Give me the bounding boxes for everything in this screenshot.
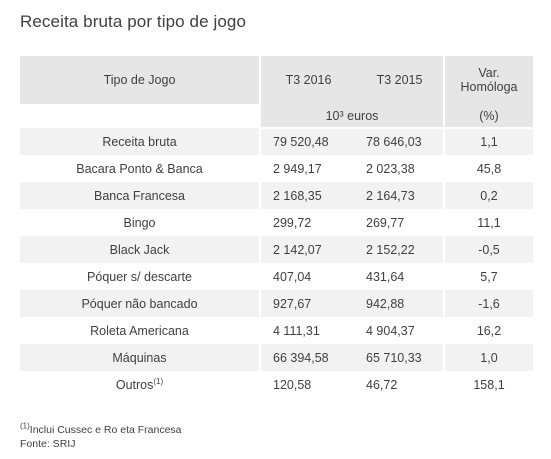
row-label: Receita bruta xyxy=(20,128,260,155)
units-row: 10³ euros (%) xyxy=(20,104,533,129)
table-row: Póquer s/ descarte 407,04 431,64 5,7 xyxy=(20,263,533,290)
cell-2015: 46,72 xyxy=(356,371,444,398)
cell-var: 158,1 xyxy=(443,371,533,398)
row-label-footnote-marker: (1) xyxy=(153,376,164,386)
row-label: Póquer s/ descarte xyxy=(20,263,260,290)
cell-var: 16,2 xyxy=(443,317,533,344)
cell-2015: 431,64 xyxy=(356,263,444,290)
row-label-text: Bingo xyxy=(123,215,156,230)
row-label: Outros(1) xyxy=(20,371,260,398)
cell-var: -1,6 xyxy=(443,290,533,317)
row-label-text: Bacara Ponto & Banca xyxy=(76,161,203,176)
row-label-text: Receita bruta xyxy=(102,134,177,149)
cell-2016: 407,04 xyxy=(259,263,356,290)
units-pct: (%) xyxy=(443,104,533,129)
row-label: Bacara Ponto & Banca xyxy=(20,155,260,182)
table-row: Banca Francesa 2 168,35 2 164,73 0,2 xyxy=(20,182,533,209)
cell-var: 1,0 xyxy=(443,344,533,371)
cell-2015: 4 904,37 xyxy=(356,317,444,344)
cell-2015: 2 164,73 xyxy=(356,182,444,209)
cell-2016: 2 142,07 xyxy=(259,236,356,263)
row-label: Póquer não bancado xyxy=(20,290,260,317)
row-label-text: Outros xyxy=(115,377,154,392)
row-label: Roleta Americana xyxy=(20,317,260,344)
table-row: Black Jack 2 142,07 2 152,22 -0,5 xyxy=(20,236,533,263)
row-label: Bingo xyxy=(20,209,260,236)
header-type: Tipo de Jogo xyxy=(103,73,176,87)
cell-2015: 269,77 xyxy=(356,209,444,236)
row-label-text: Roleta Americana xyxy=(90,323,189,338)
cell-var: -0,5 xyxy=(443,236,533,263)
cell-2016: 66 394,58 xyxy=(259,344,356,371)
cell-2016: 299,72 xyxy=(259,209,356,236)
table-row: Máquinas 66 394,58 65 710,33 1,0 xyxy=(20,344,533,371)
row-label-text: Póquer não bancado xyxy=(81,296,198,311)
cell-var: 5,7 xyxy=(443,263,533,290)
cell-2015: 2 152,22 xyxy=(356,236,444,263)
row-label-text: Black Jack xyxy=(109,242,170,257)
header-var-line1: Var. xyxy=(478,66,500,80)
cell-2015: 78 646,03 xyxy=(356,128,444,155)
table-row: Outros(1) 120,58 46,72 158,1 xyxy=(20,371,533,398)
cell-2015: 942,88 xyxy=(356,290,444,317)
header-2016: T3 2016 xyxy=(259,56,356,104)
table-row: Receita bruta 79 520,48 78 646,03 1,1 xyxy=(20,128,533,155)
row-label-text: Banca Francesa xyxy=(93,188,186,203)
table-header-row: Tipo de Jogo T3 2016 T3 2015 Var. Homólo… xyxy=(20,56,533,104)
row-label-text: Máquinas xyxy=(112,350,167,365)
table-row: Bingo 299,72 269,77 11,1 xyxy=(20,209,533,236)
table-row: Póquer não bancado 927,67 942,88 -1,6 xyxy=(20,290,533,317)
cell-2015: 2 023,38 xyxy=(356,155,444,182)
units-blank xyxy=(20,104,260,128)
page-title: Receita bruta por tipo de jogo xyxy=(20,12,247,31)
cell-2016: 2 949,17 xyxy=(259,155,356,182)
revenue-table: Tipo de Jogo T3 2016 T3 2015 Var. Homólo… xyxy=(20,56,533,398)
table-row: Roleta Americana 4 111,31 4 904,37 16,2 xyxy=(20,317,533,344)
footnote-text: Inclui Cussec e Ro eta Francesa xyxy=(29,424,182,436)
row-label-text: Póquer s/ descarte xyxy=(87,269,192,284)
cell-var: 45,8 xyxy=(443,155,533,182)
header-var: Var. Homóloga xyxy=(443,56,533,104)
cell-2016: 927,67 xyxy=(259,290,356,317)
units-euros: 10³ euros xyxy=(259,104,444,129)
footnote: (1)Inclui Cussec e Ro eta Francesa xyxy=(20,421,182,436)
table-row: Bacara Ponto & Banca 2 949,17 2 023,38 45,8 xyxy=(20,155,533,182)
row-label: Máquinas xyxy=(20,344,260,371)
footnote-marker: (1) xyxy=(20,421,30,431)
row-label: Black Jack xyxy=(20,236,260,263)
header-var-line2: Homóloga xyxy=(460,80,518,94)
cell-2016: 2 168,35 xyxy=(259,182,356,209)
cell-2016: 120,58 xyxy=(259,371,356,398)
cell-var: 0,2 xyxy=(443,182,533,209)
cell-2016: 79 520,48 xyxy=(259,128,356,155)
cell-var: 11,1 xyxy=(443,209,533,236)
cell-2016: 4 111,31 xyxy=(259,317,356,344)
header-2015: T3 2015 xyxy=(376,73,423,87)
row-label: Banca Francesa xyxy=(20,182,260,209)
cell-var: 1,1 xyxy=(443,128,533,155)
source-note: Fonte: SRIJ xyxy=(20,438,76,450)
cell-2015: 65 710,33 xyxy=(356,344,444,371)
